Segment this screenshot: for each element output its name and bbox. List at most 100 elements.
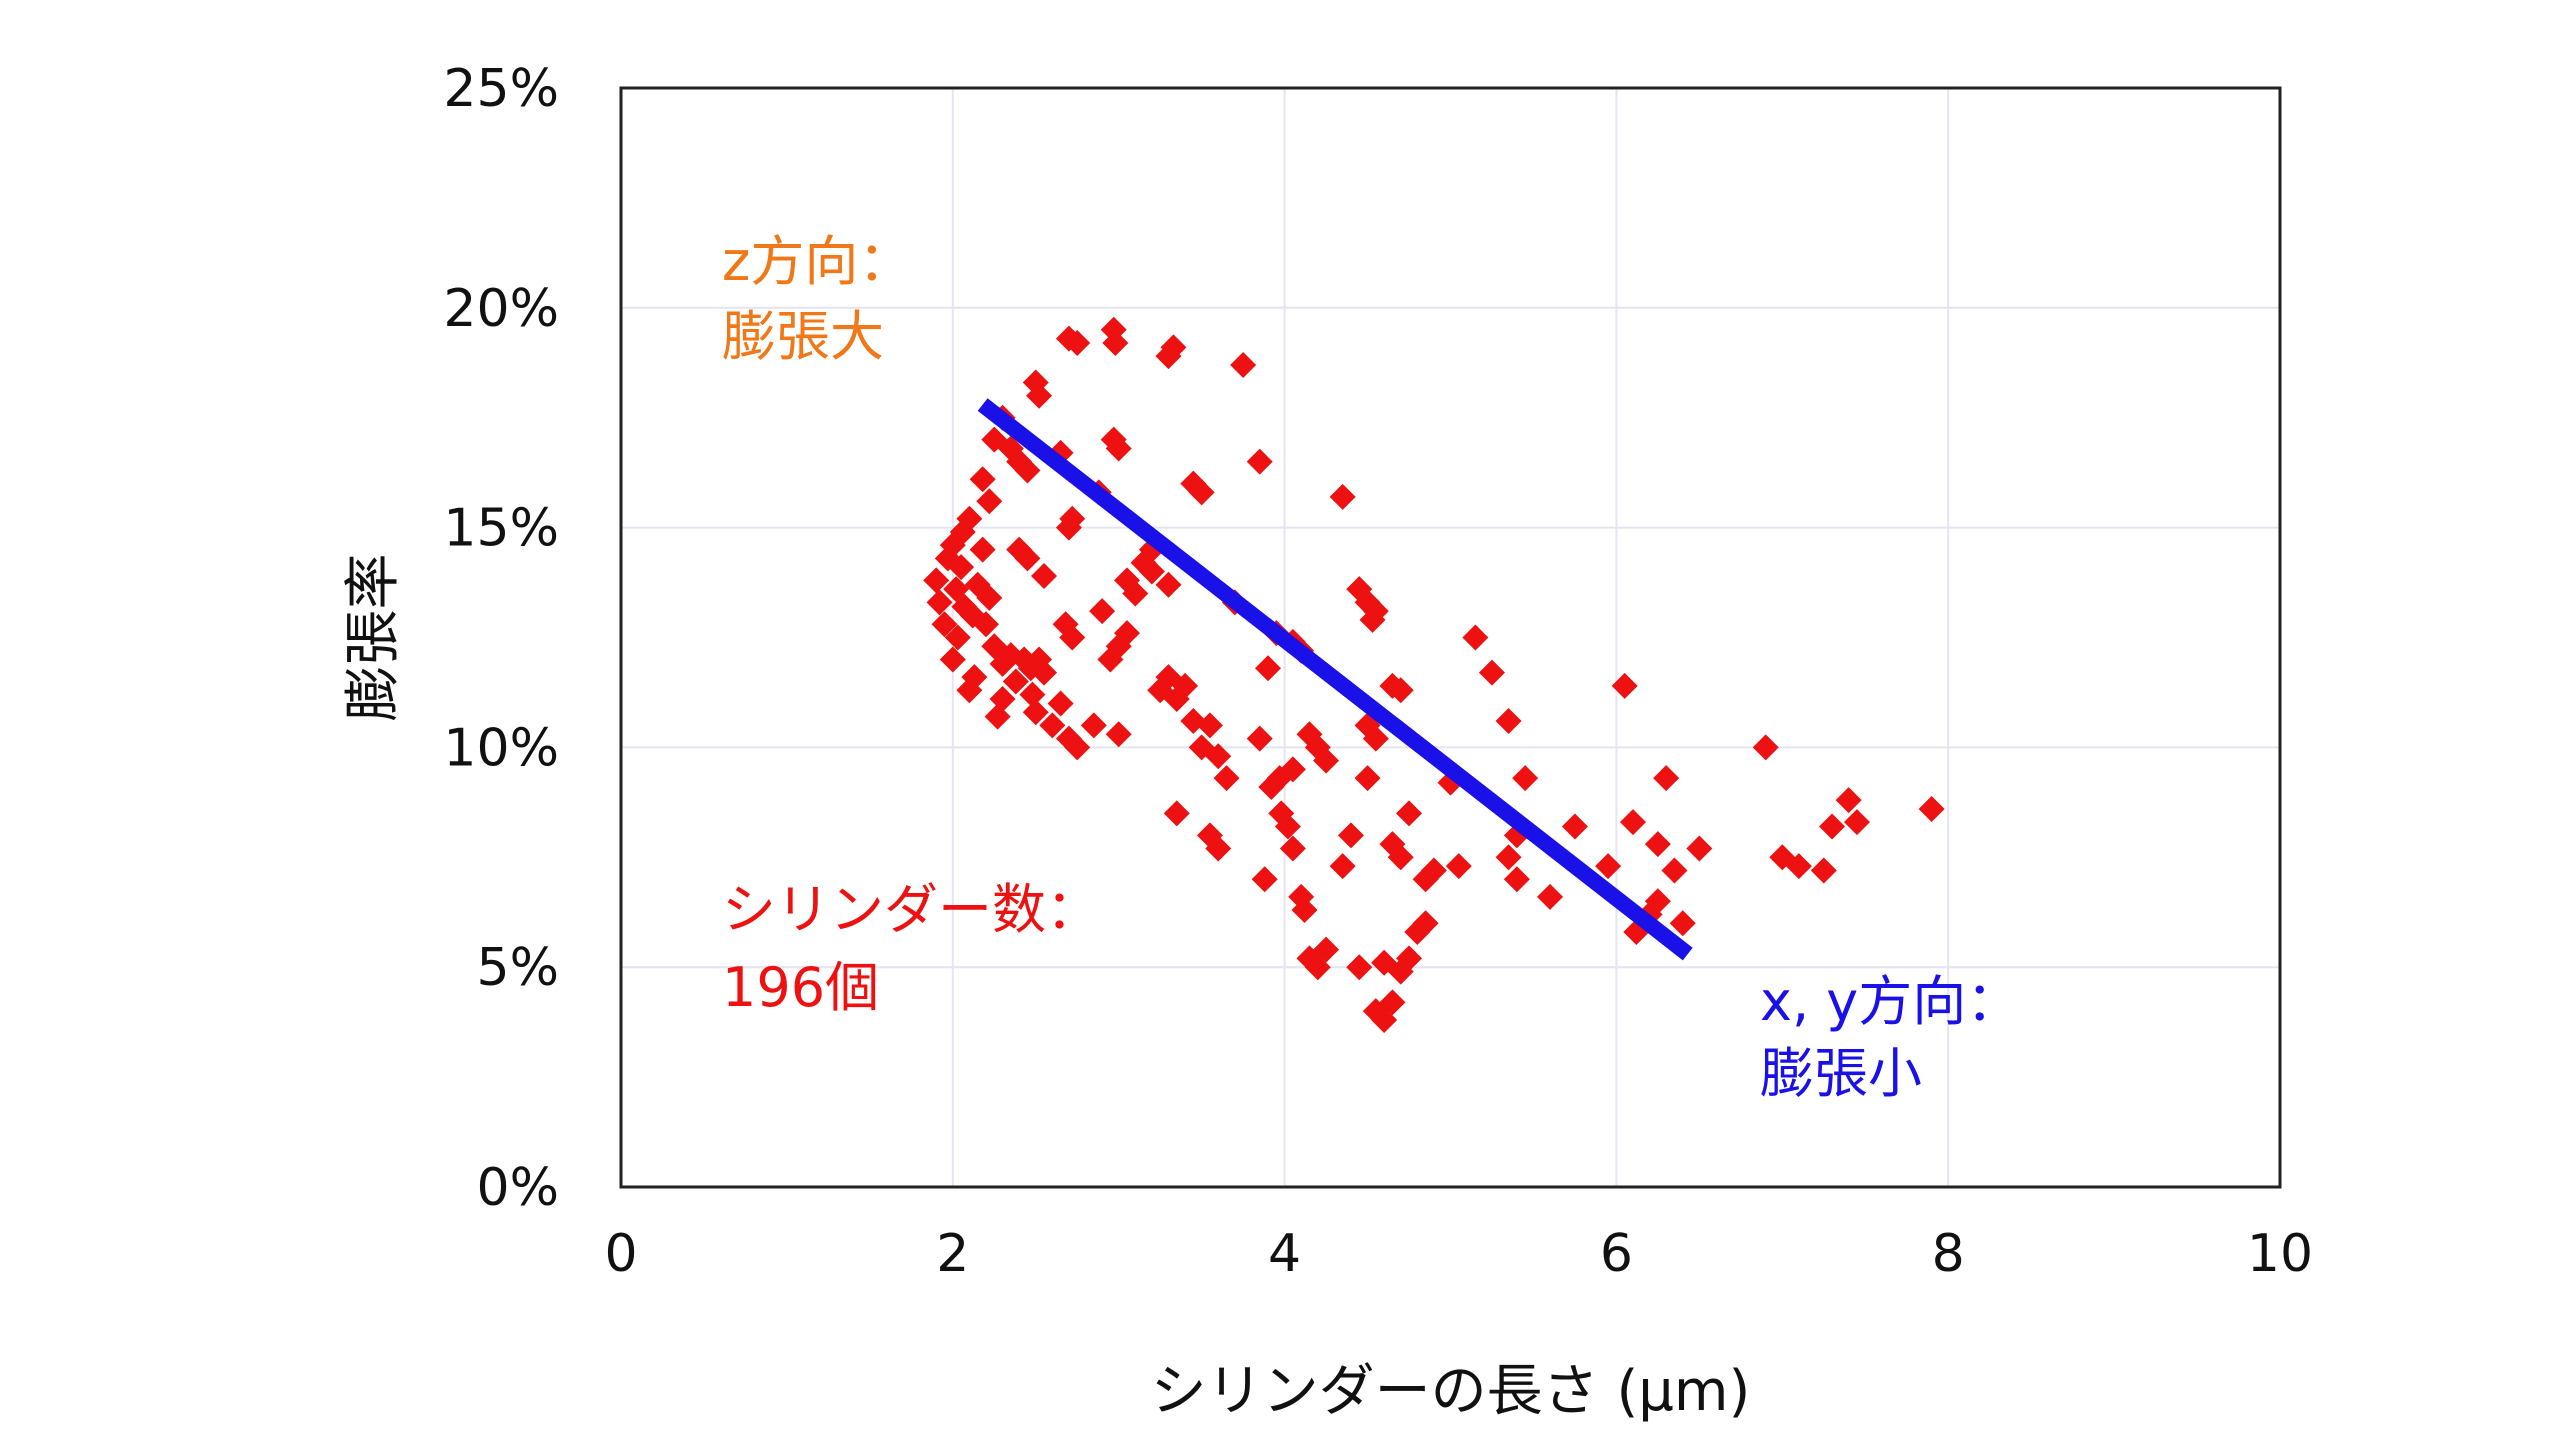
x-tick-label: 10 [2247,1224,2313,1284]
trend-line [977,398,1693,961]
data-point [1611,672,1638,699]
data-point [1495,844,1522,871]
data-point [1291,897,1318,924]
data-point [1346,954,1373,981]
data-point [1039,712,1066,739]
data-point [976,488,1003,515]
data-point [1279,756,1306,783]
data-point [1080,712,1107,739]
data-point [1172,672,1199,699]
data-point [1644,888,1671,915]
data-point [1031,659,1058,686]
annotation-count-line1: シリンダー数： [722,878,1100,941]
data-point [1595,853,1622,880]
data-point [1196,712,1223,739]
trend-line-layer [977,398,1693,961]
data-point [1014,545,1041,572]
data-point [926,589,953,616]
data-point [1396,800,1423,827]
data-point [1026,382,1053,409]
data-point [1019,681,1046,708]
annotation-xy-line2: 膨張小 [1760,1042,1922,1105]
data-point [1014,457,1041,484]
data-point [1661,857,1688,884]
data-point [1105,435,1132,462]
data-point [1230,351,1257,378]
data-point [923,567,950,594]
data-point [1205,743,1232,770]
data-point [1089,598,1116,625]
data-point [1785,853,1812,880]
data-point [1274,813,1301,840]
data-point [976,584,1003,611]
data-point [1006,448,1033,475]
plot-area-frame [619,86,2282,1189]
data-point [1420,857,1447,884]
data-point [1160,334,1187,361]
data-point [1752,734,1779,761]
data-point [1503,866,1530,893]
y-tick-label: 5% [477,938,560,998]
data-point [1412,910,1439,937]
data-point [1113,567,1140,594]
data-point [1251,866,1278,893]
data-point [1064,734,1091,761]
data-point [1495,708,1522,735]
data-point [1462,624,1489,651]
data-point [969,536,996,563]
data-point [1059,505,1086,532]
data-point [1819,813,1846,840]
data-point [969,466,996,493]
data-point [1255,655,1282,682]
data-point [1313,936,1340,963]
x-tick-label: 0 [604,1224,637,1284]
data-point [984,703,1011,730]
data-point [1246,448,1273,475]
data-point [956,677,983,704]
data-point [948,554,975,581]
y-tick-label: 0% [477,1158,560,1218]
data-point [972,611,999,638]
data-point [1213,765,1240,792]
data-point [944,624,971,651]
annotation-z-line1: z方向： [722,230,912,293]
data-point [1379,989,1406,1016]
data-point [1644,831,1671,858]
data-point [939,646,966,673]
data-point [1396,945,1423,972]
data-point [1561,813,1588,840]
x-tick-label: 4 [1268,1224,1301,1284]
data-point [1279,835,1306,862]
annotation-z-line2: 膨張大 [722,305,884,368]
data-point [1843,809,1870,836]
data-point [1064,329,1091,356]
annotation-xy-direction: x, y方向： 膨張小 [1760,970,2037,1105]
y-tick-label: 20% [443,279,559,339]
x-tick-labels: 0 2 4 6 8 10 [604,1224,2313,1284]
data-point [1031,562,1058,589]
annotation-z-direction: z方向： 膨張大 [722,230,930,368]
data-point [1047,690,1074,717]
data-point [1105,721,1132,748]
y-tick-label: 15% [443,499,559,559]
x-axis-title: シリンダーの長さ (μm) [1151,1359,1751,1424]
y-tick-label: 10% [443,718,559,778]
y-axis-title: 膨張率 [341,554,406,722]
data-point [1205,835,1232,862]
data-point [1918,795,1945,822]
data-point [1387,677,1414,704]
data-point [1537,883,1564,910]
x-tick-label: 8 [1932,1224,1965,1284]
data-point [1686,835,1713,862]
data-point [1155,571,1182,598]
data-point [1002,668,1029,695]
data-points [923,316,1945,1033]
data-point [1188,479,1215,506]
data-point [1329,853,1356,880]
x-tick-label: 6 [1600,1224,1633,1284]
data-point [1329,483,1356,510]
data-point [1359,606,1386,633]
data-point [1337,822,1364,849]
data-point [1810,857,1837,884]
